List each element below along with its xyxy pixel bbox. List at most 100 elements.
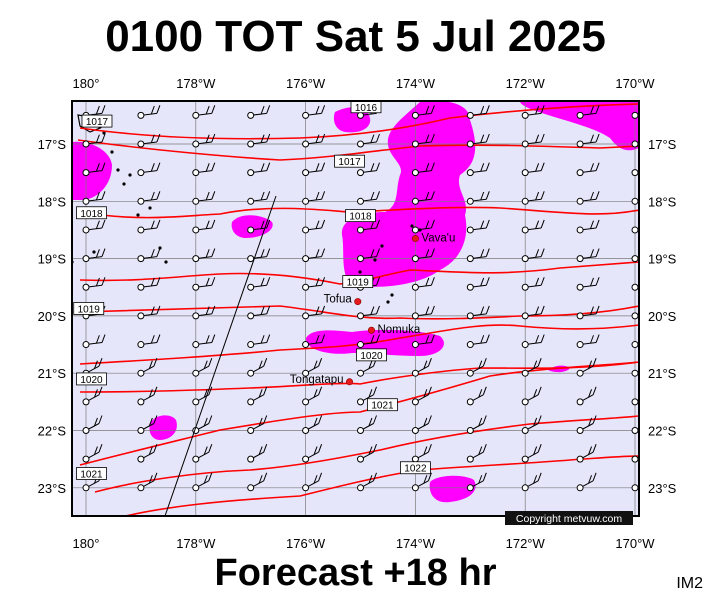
wind-barb [576, 334, 600, 349]
lat-label-right: 21°S [648, 366, 677, 381]
wind-barb [576, 277, 600, 291]
wind-barb [576, 219, 600, 234]
precip-area [149, 415, 177, 440]
lon-label-bottom: 172°W [506, 536, 546, 551]
island [92, 250, 96, 254]
lat-label-right: 20°S [648, 309, 677, 324]
wind-barb [302, 386, 323, 406]
wind-barb [137, 472, 158, 492]
wind-barb [247, 133, 271, 148]
wind-barb [521, 105, 545, 119]
lon-label-top: 172°W [506, 76, 546, 91]
wind-barb [466, 358, 487, 377]
wind-barb [247, 191, 271, 205]
isobar-label: 1020 [76, 372, 107, 386]
wind-barb [137, 386, 158, 406]
lat-label-left: 20°S [38, 309, 67, 324]
wind-barb [357, 305, 380, 320]
lon-label-top: 170°W [615, 76, 655, 91]
wind-barb [466, 191, 490, 205]
isobar-label: 1019 [73, 302, 105, 315]
island [158, 246, 162, 250]
wind-barb [521, 472, 542, 492]
island [148, 206, 152, 210]
wind-barb [192, 105, 216, 119]
svg-text:1018: 1018 [349, 212, 372, 223]
wind-barb [411, 415, 432, 434]
wind-barb [82, 443, 103, 463]
wind-barb [411, 472, 432, 492]
wind-barb [466, 277, 490, 291]
wind-barb [466, 386, 487, 406]
wind-barb [82, 334, 106, 349]
wind-barb [357, 443, 377, 463]
wind-barb [411, 162, 435, 177]
svg-text:Vava'u: Vava'u [421, 233, 455, 245]
svg-text:1018: 1018 [80, 209, 103, 220]
wind-barb [521, 334, 545, 349]
island [386, 300, 390, 304]
wind-barb [192, 305, 216, 320]
wind-barb [82, 415, 103, 434]
svg-text:1019: 1019 [347, 278, 370, 289]
map-title: 0100 TOT Sat 5 Jul 2025 [105, 12, 606, 61]
wind-barb [192, 191, 216, 205]
wind-barbs [82, 105, 639, 492]
wind-barb [521, 277, 545, 291]
isobar-line [79, 324, 639, 365]
wind-barb [466, 105, 490, 119]
isobar-label: 1018 [76, 206, 107, 220]
wind-barb [302, 133, 326, 148]
place-marker: Nomuka [367, 324, 421, 336]
wind-barb [576, 191, 600, 205]
image-tag: IM2 [676, 575, 703, 592]
isobar-line [79, 261, 639, 285]
wind-barb [137, 248, 161, 263]
place-marker: Tongatapu [290, 374, 354, 386]
wind-barb [466, 219, 490, 234]
wind-barb [302, 191, 326, 205]
lon-label-top: 176°W [286, 76, 326, 91]
svg-text:1016: 1016 [355, 103, 378, 114]
island [390, 293, 394, 297]
copyright-text: Copyright metvuw.com [516, 513, 622, 525]
wind-barb [82, 219, 106, 234]
wind-barb [302, 162, 326, 177]
wind-barb [357, 191, 380, 205]
wind-barb [82, 133, 106, 148]
lon-label-top: 174°W [396, 76, 436, 91]
wind-barb [357, 472, 377, 492]
precip-area [72, 141, 112, 200]
wind-barb [302, 277, 326, 291]
map-frame [71, 100, 640, 517]
isobar-label: 1021 [367, 398, 398, 412]
wind-barb [192, 334, 216, 349]
wind-barb [82, 277, 106, 291]
wind-barb [247, 305, 271, 320]
wind-barb [137, 133, 161, 148]
wind-barb [576, 248, 600, 263]
wind-barb [192, 248, 216, 263]
lon-label-bottom: 174°W [396, 536, 436, 551]
wind-barb [357, 133, 380, 148]
wind-barb [521, 415, 542, 434]
isobar-line [79, 305, 639, 320]
island [116, 168, 120, 172]
wind-barb [521, 305, 545, 320]
wind-barb [411, 386, 432, 406]
wind-barb [576, 472, 597, 492]
wind-barb [302, 334, 326, 349]
island [410, 224, 414, 228]
wind-barb [411, 248, 435, 263]
wind-barb [521, 219, 545, 234]
wind-barb [247, 386, 268, 406]
precip-area [429, 475, 476, 503]
svg-text:1019: 1019 [78, 304, 101, 315]
wind-barb [247, 358, 268, 377]
isobar-label: 1016 [350, 100, 382, 114]
place-marker: Tofua [324, 294, 362, 306]
wind-barb [192, 358, 213, 377]
wind-barb [521, 443, 542, 463]
wind-barb [137, 358, 158, 377]
svg-text:Tofua: Tofua [324, 294, 353, 306]
